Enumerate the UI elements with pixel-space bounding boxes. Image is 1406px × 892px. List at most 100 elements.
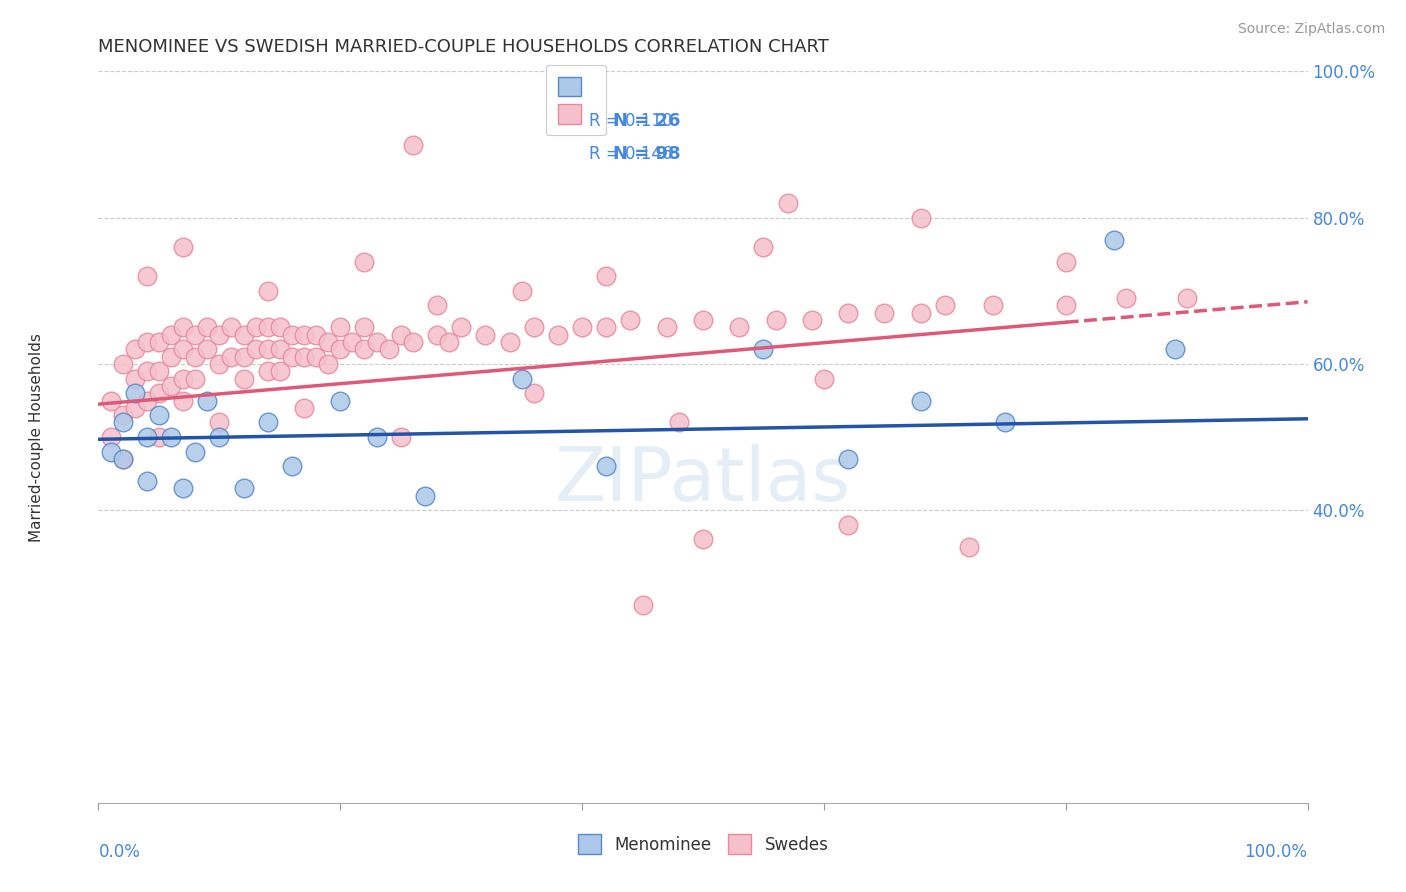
- Point: [873, 306, 896, 320]
- Point: [837, 452, 859, 467]
- Point: [160, 350, 183, 364]
- Point: [111, 452, 134, 467]
- Point: [934, 298, 956, 312]
- Point: [184, 350, 207, 364]
- Point: [269, 364, 291, 378]
- Point: [111, 408, 134, 422]
- Point: [232, 371, 254, 385]
- Legend: Menominee, Swedes: Menominee, Swedes: [571, 828, 835, 860]
- Point: [135, 393, 157, 408]
- Point: [910, 306, 932, 320]
- Point: [184, 371, 207, 385]
- Point: [353, 254, 375, 268]
- Point: [256, 343, 278, 357]
- Point: [100, 430, 122, 444]
- Point: [148, 408, 170, 422]
- Point: [184, 327, 207, 342]
- Text: 100.0%: 100.0%: [1244, 843, 1308, 861]
- Point: [752, 343, 775, 357]
- Text: Married-couple Households: Married-couple Households: [30, 333, 44, 541]
- Point: [366, 334, 388, 349]
- Point: [402, 137, 425, 152]
- Point: [752, 240, 775, 254]
- Point: [813, 371, 835, 385]
- Point: [124, 371, 146, 385]
- Point: [366, 430, 388, 444]
- Text: MENOMINEE VS SWEDISH MARRIED-COUPLE HOUSEHOLDS CORRELATION CHART: MENOMINEE VS SWEDISH MARRIED-COUPLE HOUS…: [98, 38, 830, 56]
- Point: [957, 540, 980, 554]
- Point: [402, 334, 425, 349]
- Point: [221, 350, 243, 364]
- Point: [1175, 291, 1198, 305]
- Point: [172, 343, 194, 357]
- Point: [426, 298, 449, 312]
- Point: [389, 430, 412, 444]
- Point: [148, 334, 170, 349]
- Point: [413, 489, 436, 503]
- Point: [994, 416, 1017, 430]
- Point: [800, 313, 823, 327]
- Point: [124, 343, 146, 357]
- Point: [195, 320, 218, 334]
- Point: [292, 401, 315, 415]
- Point: [292, 327, 315, 342]
- Point: [910, 393, 932, 408]
- Point: [208, 357, 231, 371]
- Point: [728, 320, 751, 334]
- Point: [148, 364, 170, 378]
- Point: [1102, 233, 1125, 247]
- Point: [184, 444, 207, 458]
- Point: [281, 459, 304, 474]
- Point: [498, 334, 520, 349]
- Point: [111, 416, 134, 430]
- Text: 0.0%: 0.0%: [98, 843, 141, 861]
- Point: [450, 320, 472, 334]
- Point: [135, 430, 157, 444]
- Point: [245, 343, 267, 357]
- Point: [100, 393, 122, 408]
- Point: [135, 364, 157, 378]
- Point: [172, 240, 194, 254]
- Point: [305, 327, 328, 342]
- Point: [124, 401, 146, 415]
- Point: [765, 313, 787, 327]
- Text: N = 98: N = 98: [613, 145, 681, 163]
- Point: [269, 343, 291, 357]
- Point: [329, 320, 352, 334]
- Point: [342, 334, 364, 349]
- Point: [523, 386, 546, 401]
- Text: N = 26: N = 26: [613, 112, 681, 130]
- Point: [316, 357, 339, 371]
- Point: [172, 371, 194, 385]
- Point: [160, 379, 183, 393]
- Point: [668, 416, 690, 430]
- Point: [377, 343, 399, 357]
- Point: [124, 386, 146, 401]
- Point: [135, 334, 157, 349]
- Point: [692, 313, 714, 327]
- Text: ZIPatlas: ZIPatlas: [555, 444, 851, 517]
- Point: [329, 393, 352, 408]
- Point: [523, 320, 546, 334]
- Point: [172, 481, 194, 495]
- Point: [776, 196, 799, 211]
- Text: Source: ZipAtlas.com: Source: ZipAtlas.com: [1237, 22, 1385, 37]
- Point: [281, 327, 304, 342]
- Point: [510, 371, 533, 385]
- Point: [329, 343, 352, 357]
- Point: [692, 533, 714, 547]
- Point: [316, 334, 339, 349]
- Point: [474, 327, 496, 342]
- Point: [631, 599, 654, 613]
- Point: [910, 211, 932, 225]
- Point: [1054, 254, 1077, 268]
- Point: [256, 364, 278, 378]
- Point: [172, 320, 194, 334]
- Point: [221, 320, 243, 334]
- Point: [281, 350, 304, 364]
- Point: [135, 474, 157, 488]
- Point: [135, 269, 157, 284]
- Point: [655, 320, 678, 334]
- Point: [595, 269, 617, 284]
- Point: [111, 452, 134, 467]
